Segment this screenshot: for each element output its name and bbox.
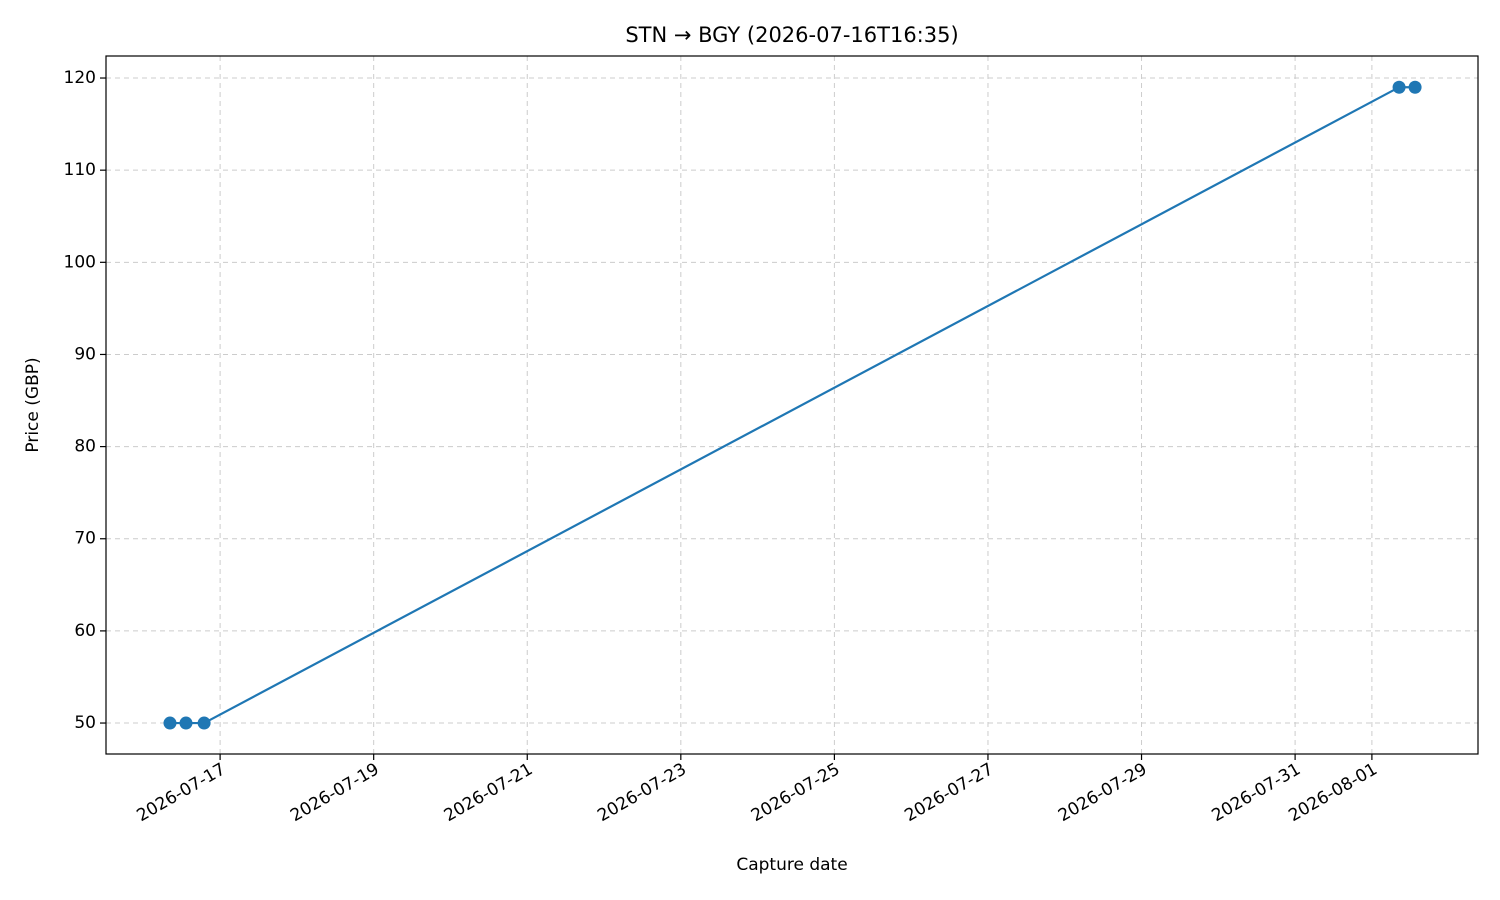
x-tick-label: 2026-07-23	[594, 759, 690, 826]
x-axis-label: Capture date	[736, 855, 847, 875]
y-tick-label: 110	[64, 160, 96, 180]
point	[1408, 80, 1422, 94]
y-tick-label: 90	[74, 344, 96, 364]
y-tick-label: 120	[64, 68, 96, 88]
plot-frame	[105, 55, 1479, 755]
x-tick-label: 2026-07-27	[901, 759, 997, 826]
y-tick-label: 60	[74, 621, 96, 641]
x-tick-label: 2026-07-21	[441, 759, 537, 826]
point	[1392, 80, 1406, 94]
y-axis-label: Price (GBP)	[23, 357, 43, 452]
y-tick-label: 70	[74, 529, 96, 549]
x-tick-label: 2026-07-19	[287, 759, 383, 826]
y-tick-label: 50	[74, 713, 96, 733]
chart-title: STN → BGY (2026-07-16T16:35)	[625, 23, 958, 47]
point	[179, 716, 193, 730]
point	[163, 716, 177, 730]
x-tick-label: 2026-07-25	[748, 759, 844, 826]
y-tick-label: 100	[64, 252, 96, 272]
y-tick-label: 80	[74, 437, 96, 457]
x-tick-label: 2026-07-17	[134, 759, 230, 826]
point	[197, 716, 211, 730]
line	[169, 86, 1416, 725]
x-tick-label: 2026-07-29	[1055, 759, 1151, 826]
